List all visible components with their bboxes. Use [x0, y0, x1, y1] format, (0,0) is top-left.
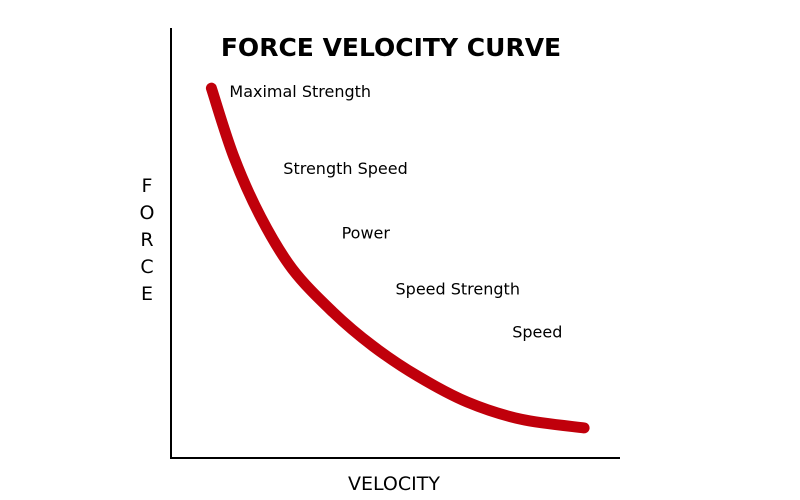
y-axis-label-letter: C [140, 256, 153, 278]
force-velocity-curve [205, 82, 590, 434]
y-axis-label: FORCE [140, 175, 155, 305]
annotation-label: Power [342, 224, 391, 243]
annotation-label: Strength Speed [283, 159, 407, 178]
y-axis-label-letter: O [140, 202, 155, 224]
y-axis-label-letter: R [140, 229, 153, 251]
chart-title: FORCE VELOCITY CURVE [221, 33, 561, 62]
y-axis-label-letter: F [142, 175, 153, 197]
annotation-label: Speed [512, 323, 562, 342]
annotation-label: Maximal Strength [229, 82, 371, 101]
series-group [205, 82, 590, 434]
annotation-label: Speed Strength [396, 280, 520, 299]
annotation-group: Maximal Strength Strength Speed Power Speed… [229, 82, 562, 342]
x-axis-label: VELOCITY [348, 473, 440, 495]
y-axis-label-letter: E [141, 283, 153, 305]
